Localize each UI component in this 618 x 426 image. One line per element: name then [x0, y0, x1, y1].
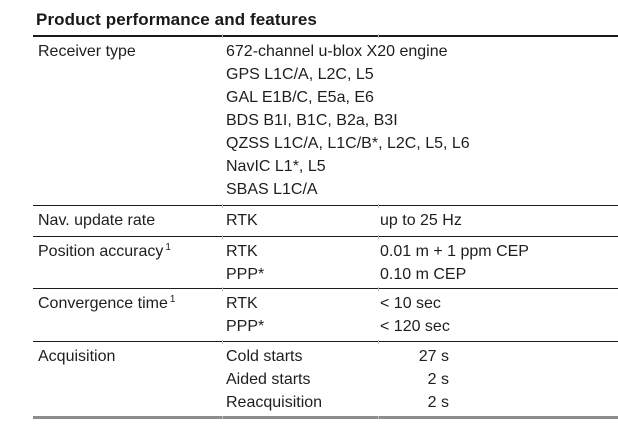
- receiver-line: NavIC L1*, L5: [226, 158, 326, 175]
- spec-row-position-accuracy: Position accuracy 1 RTK PPP* 0.01 m + 1 p…: [33, 235, 618, 288]
- spec-param: Cold starts Aided starts Reacquisition: [222, 345, 378, 414]
- spec-param: RTK PPP*: [222, 240, 378, 286]
- receiver-line: GPS L1C/A, L2C, L5: [226, 66, 374, 83]
- value-line: < 10 sec: [380, 295, 441, 312]
- product-performance-table: Product performance and features Receive…: [33, 0, 618, 419]
- value-line: 0.01 m + 1 ppm CEP: [380, 243, 529, 260]
- spec-value: up to 25 Hz: [378, 209, 618, 232]
- spec-label: Acquisition: [38, 348, 116, 365]
- value-line: 27 s: [418, 348, 449, 365]
- table-bottom-rule: [33, 416, 618, 419]
- spec-label: Receiver type: [38, 43, 136, 60]
- receiver-line: SBAS L1C/A: [226, 181, 318, 198]
- spec-label: Convergence time 1: [38, 293, 176, 312]
- value-line: 0.10 m CEP: [380, 266, 467, 283]
- table-title: Product performance and features: [33, 0, 618, 38]
- footnote-marker: 1: [165, 241, 171, 253]
- value-line: < 120 sec: [380, 318, 450, 335]
- param-line: PPP*: [226, 266, 265, 283]
- param-line: Aided starts: [226, 371, 311, 388]
- footnote-marker: 1: [169, 293, 176, 305]
- spec-value: < 10 sec < 120 sec: [378, 292, 618, 338]
- spec-param: RTK: [222, 209, 378, 232]
- spec-value: 0.01 m + 1 ppm CEP 0.10 m CEP: [378, 240, 618, 286]
- param-line: RTK: [226, 212, 258, 229]
- value-line: up to 25 Hz: [380, 212, 462, 229]
- spec-row-convergence-time: Convergence time 1 RTK PPP* < 10 sec < 12…: [33, 287, 618, 341]
- param-line: Cold starts: [226, 348, 303, 365]
- receiver-line: 672-channel u-blox X20 engine: [226, 43, 448, 60]
- param-line: Reacquisition: [226, 394, 323, 411]
- param-line: PPP*: [226, 318, 265, 335]
- param-line: RTK: [226, 295, 258, 312]
- receiver-line: GAL E1B/C, E5a, E6: [226, 89, 374, 106]
- spec-row-acquisition: Acquisition Cold starts Aided starts Rea…: [33, 340, 618, 416]
- spec-value-list: 672-channel u-blox X20 engine GPS L1C/A,…: [222, 40, 618, 201]
- spec-param: RTK PPP*: [222, 292, 378, 338]
- spec-value: 27 s 2 s 2 s: [378, 345, 618, 414]
- spec-row-nav-update-rate: Nav. update rate RTK up to 25 Hz: [33, 204, 618, 236]
- spec-label: Nav. update rate: [38, 212, 156, 229]
- receiver-line: QZSS L1C/A, L1C/B*, L2C, L5, L6: [226, 135, 470, 152]
- spec-label: Position accuracy 1: [38, 241, 171, 260]
- value-line: 2 s: [427, 394, 449, 411]
- receiver-line: BDS B1I, B1C, B2a, B3I: [226, 112, 398, 129]
- param-line: RTK: [226, 243, 258, 260]
- spec-row-receiver-type: Receiver type 672-channel u-blox X20 eng…: [33, 37, 618, 205]
- value-line: 2 s: [427, 371, 449, 388]
